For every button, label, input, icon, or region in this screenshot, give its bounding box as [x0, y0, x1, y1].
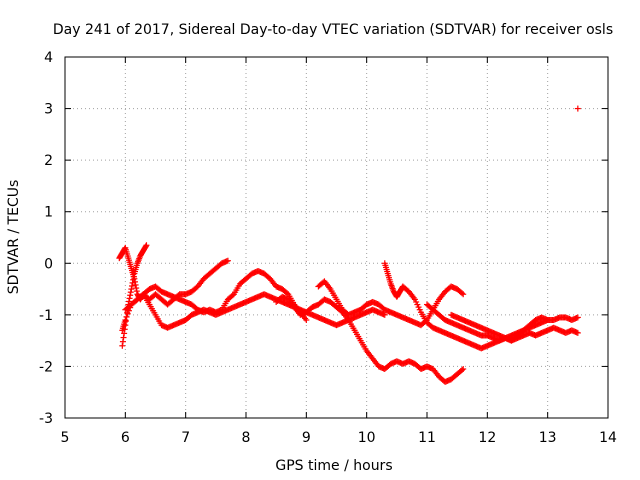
data-point [574, 314, 581, 321]
chart-title: Day 241 of 2017, Sidereal Day-to-day VTE… [53, 22, 613, 38]
data-point [133, 288, 140, 295]
data-point [125, 298, 132, 305]
x-tick-label: 9 [302, 430, 311, 446]
data-point [460, 291, 467, 298]
grid [65, 57, 608, 418]
data-markers [116, 105, 581, 385]
data-point [121, 245, 128, 252]
data-point [120, 334, 127, 341]
y-tick-label: 4 [44, 50, 53, 66]
data-point [122, 317, 129, 324]
data-point [128, 286, 135, 293]
x-tick-label: 10 [358, 430, 376, 446]
y-tick-label: 0 [44, 256, 53, 272]
data-point [574, 105, 581, 112]
data-point [127, 289, 134, 296]
data-point [460, 366, 467, 373]
data-point [131, 278, 138, 285]
data-point [458, 367, 465, 374]
data-point [133, 285, 140, 292]
data-point [142, 243, 149, 250]
data-point [123, 313, 130, 320]
data-point [131, 275, 138, 282]
data-point [574, 329, 581, 336]
data-point [132, 281, 139, 288]
x-tick-label: 11 [418, 430, 436, 446]
y-tick-label: -1 [39, 308, 53, 324]
data-point [284, 290, 291, 297]
y-tick-label: -3 [39, 411, 53, 427]
data-point [127, 292, 134, 299]
data-point [128, 282, 135, 289]
data-point [229, 292, 236, 299]
x-tick-label: 14 [599, 430, 617, 446]
y-axis-label: SDTVAR / TECUs [6, 180, 22, 295]
x-tick-label: 7 [181, 430, 190, 446]
data-point [122, 318, 129, 325]
x-tick-label: 5 [61, 430, 70, 446]
data-point [224, 257, 231, 264]
data-point [119, 342, 126, 349]
x-axis-label: GPS time / hours [275, 458, 392, 474]
x-tick-label: 8 [242, 430, 251, 446]
y-tick-label: 2 [44, 153, 53, 169]
data-point [143, 242, 150, 249]
y-tick-label: 3 [44, 102, 53, 118]
y-tick-label: 1 [44, 205, 53, 221]
data-point [458, 290, 465, 297]
data-point [119, 338, 126, 345]
data-point [303, 317, 310, 324]
data-point [121, 330, 128, 337]
data-point [126, 295, 133, 302]
x-tick-label: 12 [478, 430, 496, 446]
data-point [124, 310, 131, 317]
data-point [381, 311, 388, 318]
plot-frame [64, 56, 609, 419]
x-tick-label: 6 [121, 430, 130, 446]
y-tick-label: -2 [39, 359, 53, 375]
x-tick-label: 13 [539, 430, 557, 446]
